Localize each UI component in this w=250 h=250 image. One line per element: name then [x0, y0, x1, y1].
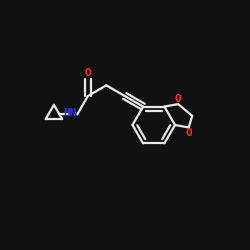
Text: O: O	[84, 68, 91, 78]
Text: O: O	[175, 94, 182, 104]
Text: O: O	[186, 128, 192, 138]
Text: HN: HN	[63, 108, 76, 118]
